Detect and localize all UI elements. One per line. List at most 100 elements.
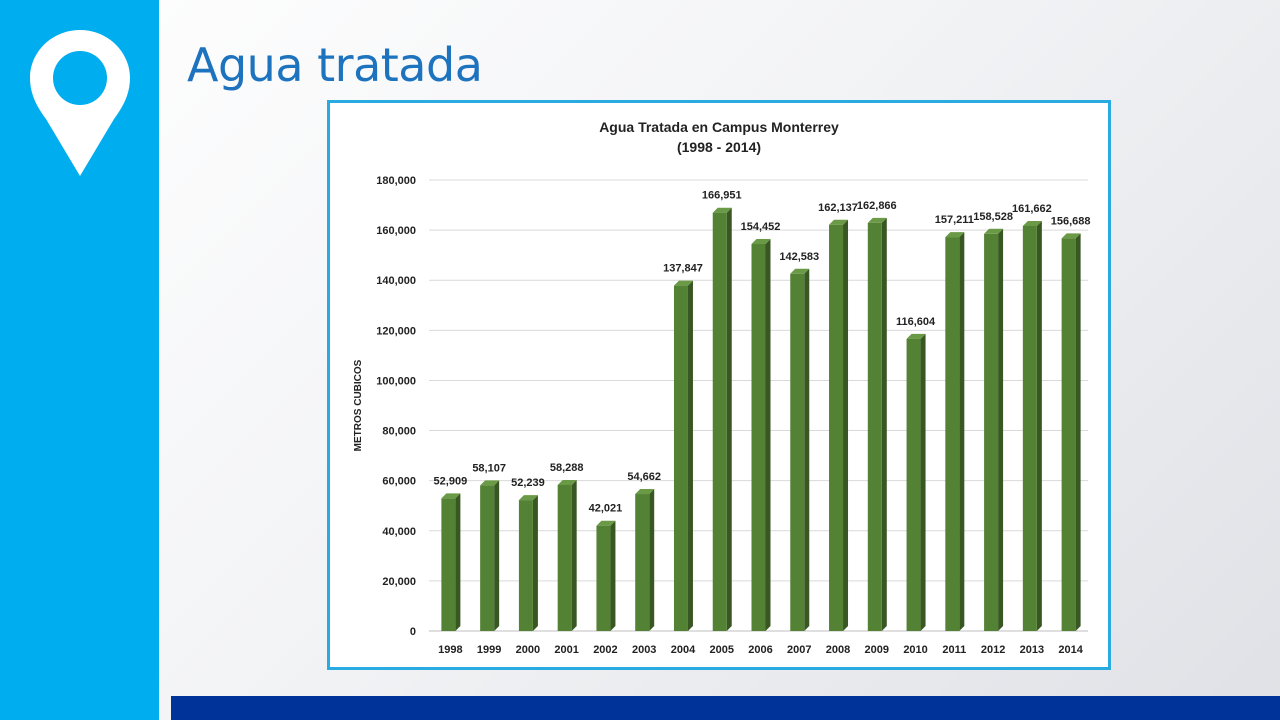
- bar-side: [998, 228, 1004, 631]
- y-axis-title: METROS CUBICOS: [353, 359, 364, 451]
- location-pin-icon: [30, 30, 130, 176]
- bar-top: [635, 489, 655, 495]
- bar: [673, 285, 688, 631]
- bar-top: [518, 495, 538, 501]
- x-tick-label: 2012: [981, 644, 1005, 656]
- y-tick-label: 40,000: [382, 526, 416, 538]
- bar: [1061, 238, 1076, 631]
- x-tick-label: 2008: [826, 644, 850, 656]
- bar-top: [867, 217, 887, 223]
- bar-side: [920, 333, 926, 631]
- data-label: 161,662: [1012, 203, 1052, 215]
- data-label: 158,528: [973, 211, 1013, 223]
- data-label: 157,211: [935, 214, 974, 226]
- y-tick-label: 60,000: [382, 476, 416, 488]
- data-label: 162,137: [818, 202, 858, 214]
- data-label: 42,021: [589, 503, 623, 515]
- data-label: 52,909: [434, 475, 468, 487]
- bar-side: [649, 489, 655, 631]
- bar: [906, 338, 921, 631]
- data-label: 142,583: [779, 251, 819, 263]
- x-tick-label: 1999: [477, 644, 501, 656]
- bar: [518, 500, 533, 631]
- chart-title: Agua Tratada en Campus Monterrey: [599, 119, 839, 135]
- data-label: 156,688: [1051, 215, 1091, 227]
- bar: [1022, 225, 1037, 631]
- bar-side: [843, 219, 849, 631]
- bar: [829, 224, 844, 631]
- data-label: 137,847: [663, 263, 703, 275]
- page-title: Agua tratada: [187, 38, 483, 92]
- y-tick-label: 180,000: [376, 175, 416, 187]
- chart-frame: Agua Tratada en Campus Monterrey (1998 -…: [327, 100, 1111, 670]
- x-tick-label: 2004: [671, 644, 696, 656]
- bar-side: [494, 480, 500, 631]
- bar-top: [751, 239, 771, 245]
- bar-top: [441, 493, 461, 499]
- chart-title-block: Agua Tratada en Campus Monterrey (1998 -…: [330, 117, 1108, 157]
- bar-top: [557, 479, 577, 485]
- bar-side: [455, 493, 461, 631]
- bar: [945, 237, 960, 631]
- bar-side: [765, 239, 771, 631]
- bar-top: [906, 333, 926, 339]
- y-tick-label: 20,000: [382, 576, 416, 588]
- x-tick-label: 2014: [1058, 644, 1083, 656]
- bar: [635, 494, 650, 631]
- x-tick-label: 2009: [865, 644, 889, 656]
- bar-top: [790, 268, 810, 274]
- data-label: 58,288: [550, 462, 584, 474]
- x-tick-label: 2011: [942, 644, 966, 656]
- y-tick-label: 160,000: [376, 225, 416, 237]
- data-label: 116,604: [896, 316, 936, 328]
- x-tick-label: 2006: [748, 644, 772, 656]
- bar-top: [945, 232, 965, 238]
- x-tick-label: 2007: [787, 644, 811, 656]
- bar-side: [1075, 233, 1081, 631]
- data-label: 52,239: [511, 477, 545, 489]
- bar-side: [804, 268, 810, 631]
- bar-side: [532, 495, 538, 631]
- data-label: 54,662: [627, 471, 661, 483]
- bar-top: [712, 207, 732, 213]
- bar: [596, 525, 611, 631]
- bar-top: [480, 480, 500, 486]
- bar: [480, 485, 495, 631]
- x-tick-label: 2010: [903, 644, 927, 656]
- bar-top: [1022, 220, 1042, 226]
- bar-top: [829, 219, 849, 225]
- bar: [751, 244, 766, 631]
- bar: [984, 233, 999, 631]
- bar-top: [984, 228, 1004, 234]
- bar: [441, 498, 456, 631]
- bar: [867, 222, 882, 632]
- bottom-bar: [171, 696, 1280, 720]
- y-tick-label: 120,000: [376, 325, 416, 337]
- x-tick-label: 2005: [709, 644, 733, 656]
- sidebar-band: [0, 0, 159, 720]
- bar-side: [571, 479, 577, 631]
- bar-chart: 0 20,000 40,000 60,000 80,000 100,000 120,000 1…: [353, 175, 1091, 656]
- x-tick-label: 2002: [593, 644, 617, 656]
- y-tick-label: 100,000: [376, 375, 416, 387]
- bar-side: [726, 207, 732, 631]
- x-tick-label: 2001: [554, 644, 578, 656]
- bar-side: [1036, 220, 1042, 631]
- x-tick-label: 1998: [438, 644, 462, 656]
- x-tick-label: 2003: [632, 644, 656, 656]
- bar-side: [881, 217, 887, 632]
- data-label: 162,866: [857, 200, 897, 212]
- bar-side: [959, 232, 965, 631]
- bar-side: [610, 520, 616, 631]
- chart-subtitle: (1998 - 2014): [676, 139, 762, 155]
- data-label: 166,951: [702, 190, 742, 202]
- y-tick-label: 140,000: [376, 275, 416, 287]
- y-tick-label: 80,000: [382, 426, 416, 438]
- bar: [557, 484, 572, 631]
- bar: [712, 212, 727, 631]
- bar: [790, 273, 805, 631]
- bar-side: [687, 280, 693, 631]
- data-label: 154,452: [741, 221, 781, 233]
- bar-top: [673, 280, 693, 286]
- data-label: 58,107: [472, 462, 506, 474]
